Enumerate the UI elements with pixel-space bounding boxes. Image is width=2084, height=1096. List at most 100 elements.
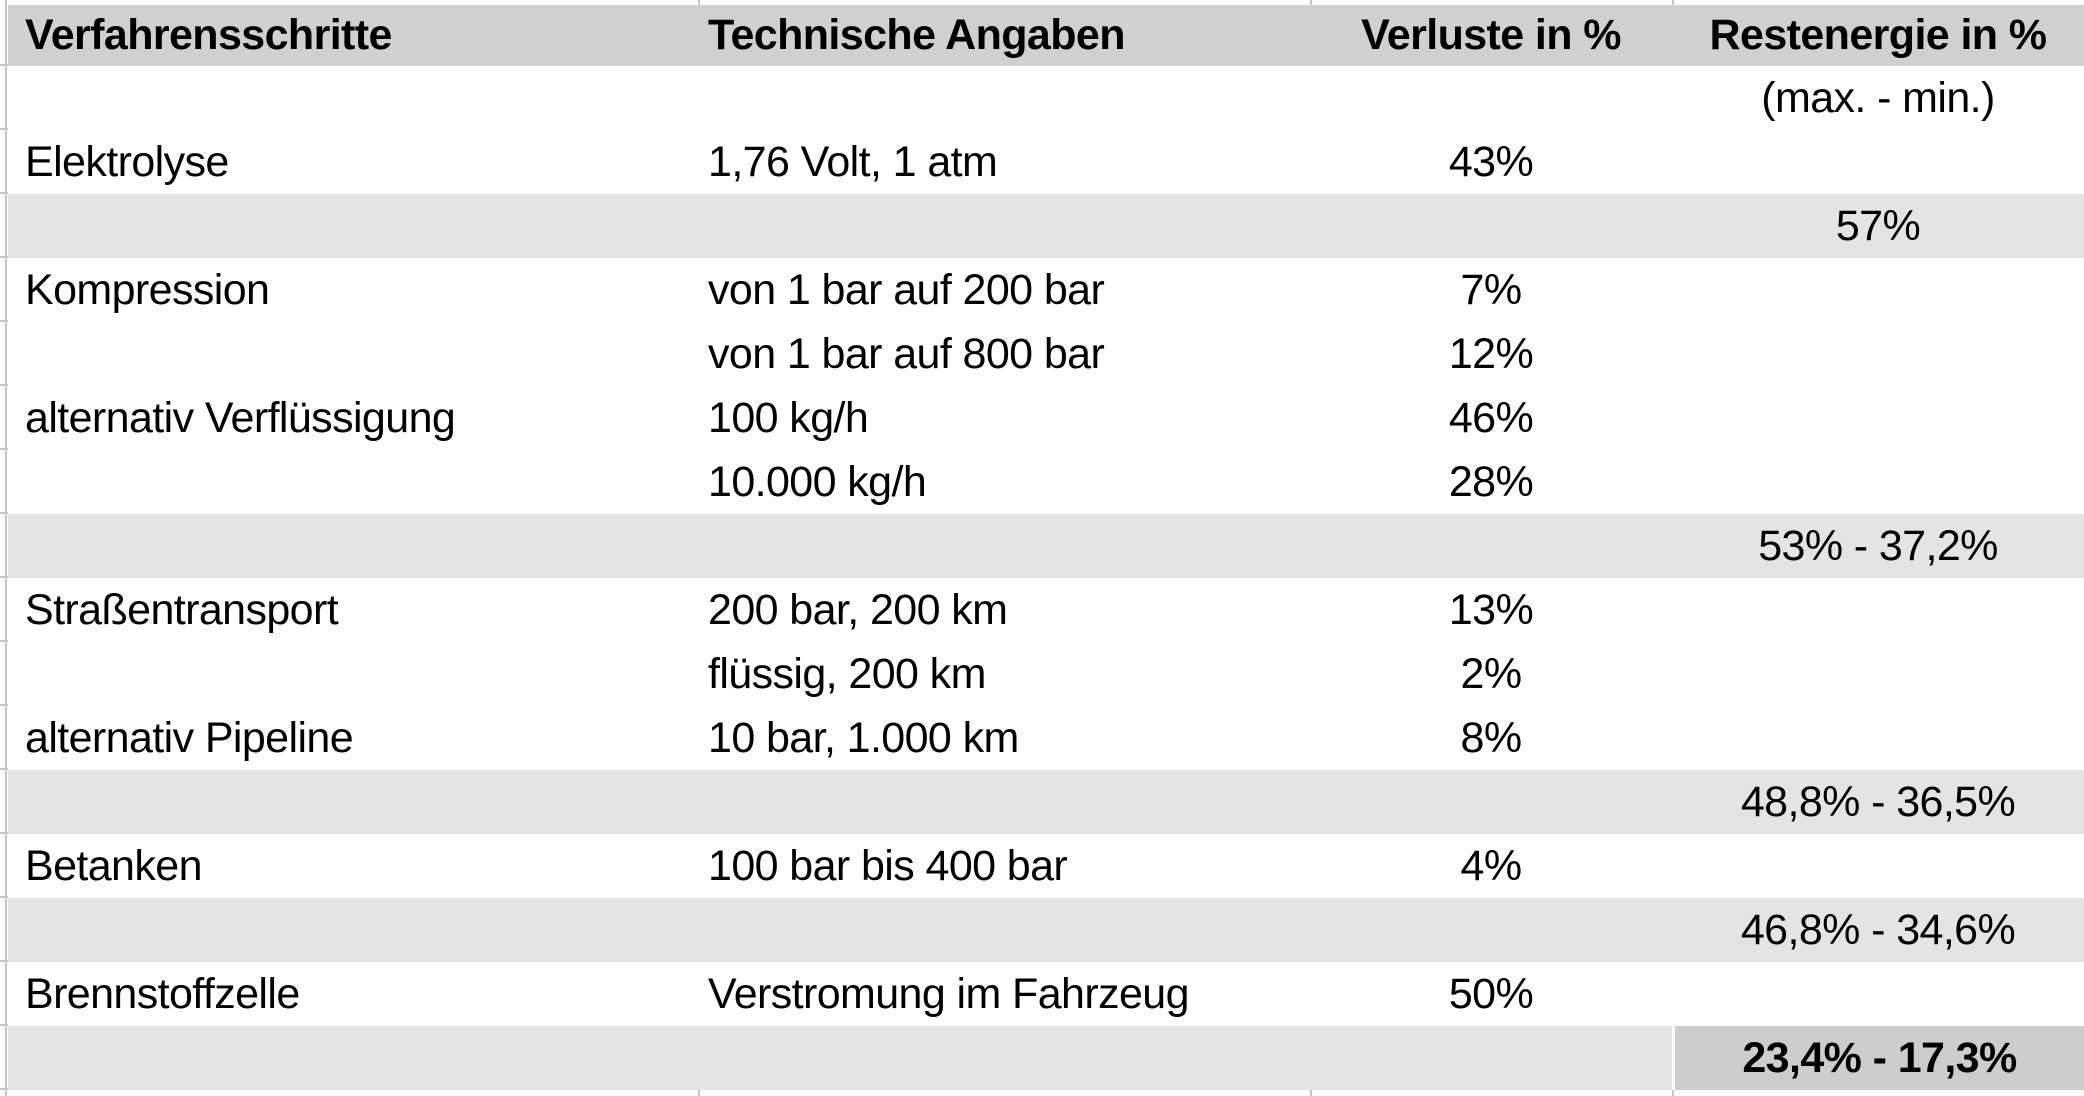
cell-technical-detail <box>698 1026 1310 1090</box>
loss-percent-value: 8% <box>1460 713 1523 762</box>
cell-technical-detail <box>698 898 1310 962</box>
loss-percent-value: 7% <box>1460 265 1523 314</box>
cell-process-step: alternativ Pipeline <box>8 706 698 770</box>
header-row: Verfahrensschritte Technische Angaben Ve… <box>8 5 2084 66</box>
cell-loss-percent <box>1310 514 1672 578</box>
rest-energy-value: 53% - 37,2% <box>1758 521 1998 570</box>
cell-loss-percent <box>1310 770 1672 834</box>
process-step-label: Betanken <box>25 841 203 890</box>
table-row: 10.000 kg/h 28% <box>8 450 2084 514</box>
technical-detail-label: 100 kg/h <box>708 393 869 442</box>
technical-detail-label: flüssig, 200 km <box>708 649 986 698</box>
column-gridline-tick <box>1672 1090 1674 1096</box>
technical-detail-label: 200 bar, 200 km <box>708 585 1008 634</box>
gridline-sliver-top <box>8 0 2084 5</box>
cell-process-step: alternativ Verflüssigung <box>8 386 698 450</box>
cell-loss-percent: 2% <box>1310 642 1672 706</box>
cell-process-step <box>8 322 698 386</box>
cell-process-step <box>8 66 698 130</box>
rest-energy-value: 23,4% - 17,3% <box>1742 1033 2017 1082</box>
cell-rest-energy <box>1672 322 2084 386</box>
cell-technical-detail <box>698 770 1310 834</box>
cell-process-step <box>8 642 698 706</box>
cell-loss-percent: 43% <box>1310 130 1672 194</box>
cell-rest-energy: 53% - 37,2% <box>1672 514 2084 578</box>
loss-percent-value: 2% <box>1460 649 1523 698</box>
technical-detail-label: 10 bar, 1.000 km <box>708 713 1019 762</box>
cell-process-step <box>8 514 698 578</box>
cell-rest-energy: (max. - min.) <box>1672 66 2084 130</box>
loss-percent-value: 46% <box>1448 393 1534 442</box>
cell-loss-percent: 28% <box>1310 450 1672 514</box>
cell-technical-detail: 100 bar bis 400 bar <box>698 834 1310 898</box>
cell-rest-energy <box>1672 386 2084 450</box>
cell-rest-energy <box>1672 578 2084 642</box>
cell-rest-energy: 57% <box>1672 194 2084 258</box>
technical-detail-label: 100 bar bis 400 bar <box>708 841 1068 890</box>
table-body: (max. - min.) Elektrolyse 1,76 Volt, 1 a… <box>0 66 2084 1090</box>
technical-detail-label: von 1 bar auf 200 bar <box>708 265 1105 314</box>
cell-process-step: Elektrolyse <box>8 130 698 194</box>
cell-technical-detail: 10 bar, 1.000 km <box>698 706 1310 770</box>
cell-technical-detail <box>698 66 1310 130</box>
rest-energy-value: 48,8% - 36,5% <box>1740 777 2016 826</box>
loss-percent-value: 28% <box>1448 457 1534 506</box>
cell-rest-energy <box>1672 706 2084 770</box>
column-gridline-tick <box>698 0 700 5</box>
cell-loss-percent: 50% <box>1310 962 1672 1026</box>
cell-loss-percent <box>1310 1026 1672 1090</box>
cell-loss-percent <box>1310 194 1672 258</box>
cell-technical-detail <box>698 514 1310 578</box>
column-gridline-tick <box>1310 1090 1312 1096</box>
cell-process-step <box>8 770 698 834</box>
loss-percent-value: 43% <box>1448 137 1534 186</box>
cell-process-step <box>8 450 698 514</box>
column-header-verfahrensschritte: Verfahrensschritte <box>8 5 698 66</box>
process-step-label: Elektrolyse <box>25 137 229 186</box>
process-step-label: Kompression <box>25 265 270 314</box>
table-row: alternativ Pipeline 10 bar, 1.000 km 8% <box>8 706 2084 770</box>
column-header-label: Verfahrensschritte <box>25 11 392 59</box>
process-step-label: alternativ Verflüssigung <box>25 393 456 442</box>
table-row: 46,8% - 34,6% <box>8 898 2084 962</box>
table-row: Kompression von 1 bar auf 200 bar 7% <box>8 258 2084 322</box>
cell-rest-energy <box>1672 258 2084 322</box>
technical-detail-label: Verstromung im Fahrzeug <box>708 969 1190 1018</box>
cell-technical-detail: von 1 bar auf 200 bar <box>698 258 1310 322</box>
column-header-label: Verluste in % <box>1361 11 1621 59</box>
column-header-restenergie: Restenergie in % <box>1672 5 2084 66</box>
process-step-label: Brennstoffzelle <box>25 969 300 1018</box>
cell-loss-percent: 4% <box>1310 834 1672 898</box>
cell-loss-percent <box>1310 898 1672 962</box>
cell-technical-detail <box>698 194 1310 258</box>
cell-process-step <box>8 1026 698 1090</box>
column-gridline-tick <box>698 1090 700 1096</box>
process-step-label: alternativ Pipeline <box>25 713 354 762</box>
cell-process-step: Betanken <box>8 834 698 898</box>
technical-detail-label: 10.000 kg/h <box>708 457 927 506</box>
cell-loss-percent <box>1310 66 1672 130</box>
loss-percent-value: 12% <box>1448 329 1534 378</box>
rest-energy-value: 46,8% - 34,6% <box>1740 905 2016 954</box>
table-row: Brennstoffzelle Verstromung im Fahrzeug … <box>8 962 2084 1026</box>
cell-technical-detail: 1,76 Volt, 1 atm <box>698 130 1310 194</box>
row-gridline-ticks <box>0 2 8 1090</box>
cell-technical-detail: flüssig, 200 km <box>698 642 1310 706</box>
loss-percent-value: 4% <box>1460 841 1523 890</box>
table-row: 57% <box>8 194 2084 258</box>
table-row: flüssig, 200 km 2% <box>8 642 2084 706</box>
column-header-label: Restenergie in % <box>1709 11 2048 59</box>
cell-rest-energy: 46,8% - 34,6% <box>1672 898 2084 962</box>
table-row: (max. - min.) <box>8 66 2084 130</box>
table-row: alternativ Verflüssigung 100 kg/h 46% <box>8 386 2084 450</box>
cell-rest-energy <box>1672 962 2084 1026</box>
table-row: 23,4% - 17,3% <box>8 1026 2084 1090</box>
table-row: 53% - 37,2% <box>8 514 2084 578</box>
cell-rest-energy <box>1672 834 2084 898</box>
cell-technical-detail: 10.000 kg/h <box>698 450 1310 514</box>
cell-process-step <box>8 898 698 962</box>
cell-loss-percent: 8% <box>1310 706 1672 770</box>
cell-rest-energy <box>1672 450 2084 514</box>
cell-loss-percent: 7% <box>1310 258 1672 322</box>
